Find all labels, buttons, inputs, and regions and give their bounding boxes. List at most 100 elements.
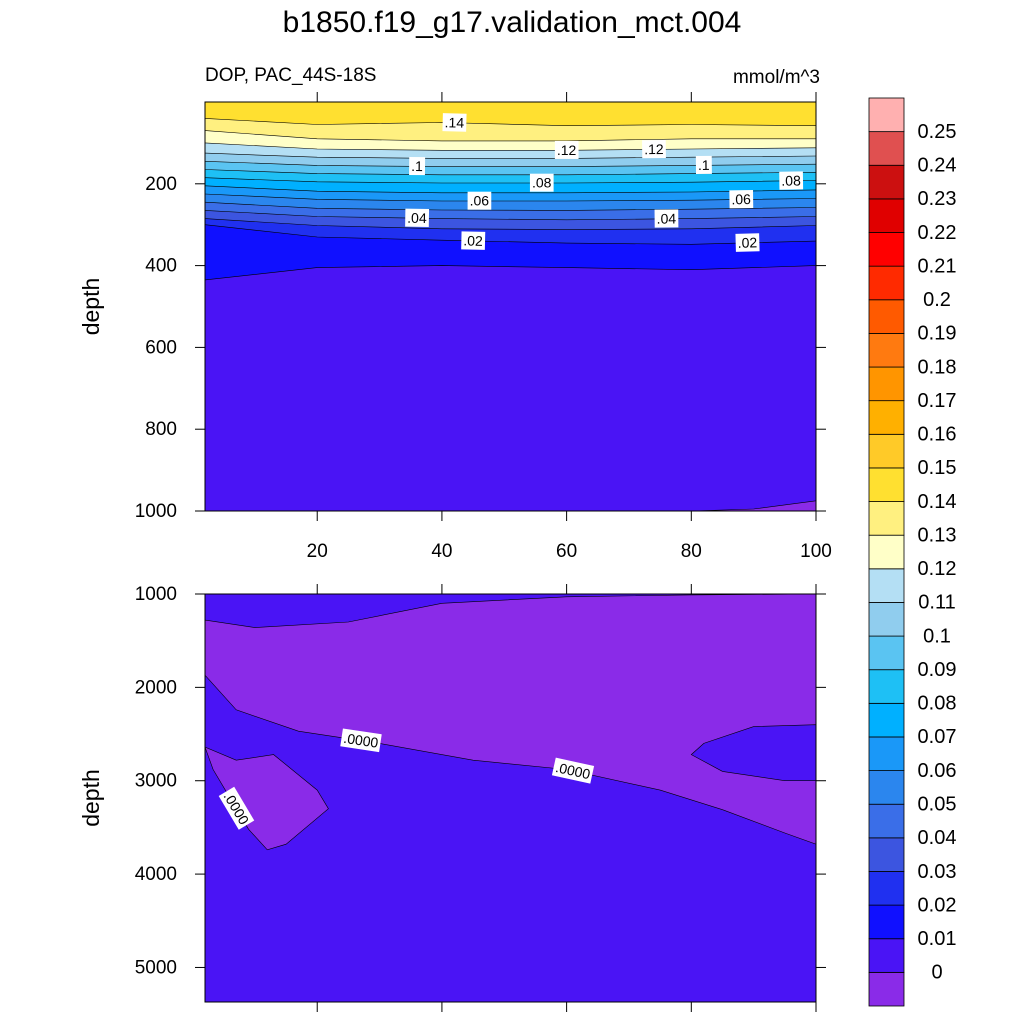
contour-line xyxy=(205,265,816,281)
contour-line xyxy=(205,210,816,221)
contour-label-box xyxy=(442,113,467,132)
colorbar-label: 0.09 xyxy=(918,659,957,681)
colorbar-label: 0.07 xyxy=(918,726,957,748)
contour-line xyxy=(205,152,816,159)
colorbar-box xyxy=(868,602,905,637)
colorbar-label: 0.24 xyxy=(918,155,957,177)
contour-label: .12 xyxy=(554,140,579,159)
contour-label-text: .1 xyxy=(698,157,710,173)
colorbar-box xyxy=(868,501,905,536)
y-tick-label: 1000 xyxy=(135,584,177,605)
colorbar-box xyxy=(868,333,905,368)
colorbar-label: 0.1 xyxy=(923,625,951,647)
y-tick-label: 4000 xyxy=(135,864,177,885)
colorbar-box xyxy=(868,534,905,570)
contour-label-text: .12 xyxy=(644,141,664,157)
colorbar-box xyxy=(868,871,905,906)
contour-label-box xyxy=(529,173,554,192)
contour-label: .06 xyxy=(467,191,492,210)
contour-label: .0000 xyxy=(340,728,382,753)
colorbar-box xyxy=(868,702,905,738)
contour-label-box xyxy=(467,191,492,210)
colorbar-label: 0.05 xyxy=(918,794,957,816)
colorbar-box xyxy=(868,803,905,839)
contour-fill xyxy=(691,500,816,511)
x-tick-label: 20 xyxy=(307,541,328,562)
y-tick-label: 200 xyxy=(145,174,177,195)
y-axis-label: depth xyxy=(78,769,104,827)
y-axis-label: depth xyxy=(78,278,104,336)
contour-label-box xyxy=(779,171,804,190)
contour-line xyxy=(205,161,816,167)
contour-line xyxy=(205,142,816,151)
contour-line xyxy=(205,193,816,202)
contour-label: .14 xyxy=(442,113,467,132)
contour-label-box xyxy=(218,786,255,830)
contour-line xyxy=(690,724,816,781)
contour-line xyxy=(205,118,816,127)
colorbar-box xyxy=(868,131,905,166)
colorbar-label: 0.21 xyxy=(918,255,957,277)
units: mmol/m^3 xyxy=(733,67,820,88)
contour-label: .06 xyxy=(729,190,754,209)
contour-line xyxy=(205,169,816,176)
colorbar-box xyxy=(868,164,905,200)
colorbar-label: 0.13 xyxy=(918,524,957,546)
contour-label-text: .02 xyxy=(463,232,483,248)
colorbar-box xyxy=(868,635,905,671)
y-tick-label: 3000 xyxy=(135,771,177,792)
colorbar-box xyxy=(868,770,905,805)
colorbar-label: 0.01 xyxy=(918,928,957,950)
y-tick-label: 2000 xyxy=(135,677,177,698)
contour-fill xyxy=(691,724,816,781)
contour-label-box xyxy=(642,139,666,159)
colorbar-label: 0.06 xyxy=(918,760,957,782)
y-tick-label: 1000 xyxy=(135,501,177,522)
contour-label-box xyxy=(461,231,486,250)
contour-label: .0000 xyxy=(551,757,595,784)
y-tick-label: 800 xyxy=(145,419,177,440)
contour-label: .1 xyxy=(409,157,426,176)
contour-fill xyxy=(205,265,816,511)
colorbar-label: 0.02 xyxy=(918,894,957,916)
colorbar-label: 0.12 xyxy=(918,558,957,580)
colorbar-box xyxy=(868,265,905,301)
colorbar-label: 0.22 xyxy=(918,222,957,244)
contour-label-text: .08 xyxy=(781,172,801,188)
colorbar-label: 0.25 xyxy=(918,121,957,143)
colorbar-box xyxy=(868,433,905,469)
plot-area xyxy=(205,594,816,1002)
colorbar-box xyxy=(868,198,905,233)
frame xyxy=(204,101,817,512)
colorbar-box xyxy=(868,400,905,435)
contour-label-text: .1 xyxy=(411,158,423,174)
contour-label-text: .04 xyxy=(407,210,427,226)
subtitle: DOP, PAC_44S-18S xyxy=(205,65,376,86)
contour-label-text: .0000 xyxy=(554,759,592,782)
contour-label-box xyxy=(551,757,595,784)
contour-label: .08 xyxy=(779,171,804,190)
contour-label-text: .04 xyxy=(657,210,677,226)
colorbar-label: 0.16 xyxy=(918,424,957,446)
frame xyxy=(204,593,817,1003)
contour-label: .02 xyxy=(735,233,760,252)
contour-label: .12 xyxy=(642,139,666,159)
colorbar-label: 0.08 xyxy=(918,693,957,715)
contour-line xyxy=(205,130,816,142)
contour-label-box xyxy=(729,190,754,209)
contour-label: .08 xyxy=(529,173,554,192)
contour-line xyxy=(205,218,816,230)
contour-label-text: .08 xyxy=(532,175,552,191)
x-tick-label: 100 xyxy=(800,541,832,562)
colorbar-label: 0.14 xyxy=(918,491,957,513)
colorbar-box xyxy=(868,736,905,771)
colorbar-label: 0.03 xyxy=(918,861,957,883)
contour-label-box xyxy=(695,155,712,175)
colorbar-box xyxy=(868,467,905,502)
contour-line xyxy=(205,746,329,851)
contour-line xyxy=(205,201,816,211)
contour-label-box xyxy=(554,140,579,159)
colorbar-box xyxy=(868,837,905,872)
contour-label: .04 xyxy=(405,208,430,228)
colorbar-box xyxy=(868,568,905,603)
